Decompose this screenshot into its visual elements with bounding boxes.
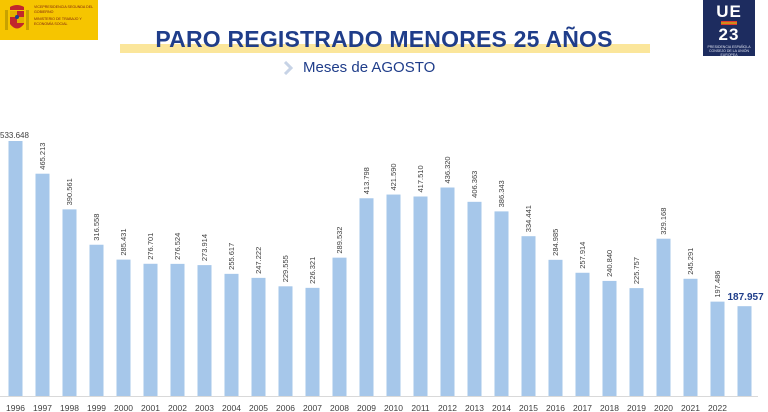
data-label: 245.291	[686, 248, 695, 275]
chart-subtitle: Meses de AGOSTO	[283, 59, 533, 77]
data-label: 413.798	[362, 167, 371, 194]
tick-label: 2000	[114, 403, 133, 412]
data-label: 465.213	[38, 143, 47, 170]
tick-label: 2005	[249, 403, 268, 412]
flag-stripes-icon	[721, 21, 737, 25]
bar-2021	[683, 278, 698, 396]
tick-label: 2015	[519, 403, 538, 412]
bar-2019	[629, 288, 644, 396]
logo-ministerio: VICEPRESIDENCIA SEGUNDA DEL GOBIERNO MIN…	[0, 0, 98, 40]
tick-label: 1998	[60, 403, 79, 412]
bar-2020	[656, 238, 671, 396]
data-label: 276.524	[173, 233, 182, 260]
tick-label: 2010	[384, 403, 403, 412]
tick-label: 2004	[222, 403, 241, 412]
bar-2008	[332, 257, 347, 396]
tick-label: 2001	[141, 403, 160, 412]
data-label: 247.222	[254, 247, 263, 274]
bar-2000	[116, 259, 131, 396]
bar-1996	[8, 141, 23, 396]
bar-last	[737, 306, 752, 396]
chart-title: PARO REGISTRADO MENORES 25 AÑOS	[155, 26, 613, 52]
bar-1997	[35, 173, 50, 396]
data-label: 390.561	[65, 178, 74, 205]
data-label: 226.321	[308, 257, 317, 284]
bar-2006	[278, 286, 293, 396]
logo-ue-caption: PRESIDENCIA ESPAÑOLA CONSEJO DE LA UNIÓN…	[707, 45, 751, 57]
bar-2001	[143, 263, 158, 396]
logo-line-vicepresidencia: VICEPRESIDENCIA SEGUNDA DEL GOBIERNO	[34, 5, 93, 14]
data-label: 255.617	[227, 243, 236, 270]
data-label: 436.320	[443, 156, 452, 183]
bar-1998	[62, 209, 77, 396]
data-label: 421.590	[389, 163, 398, 190]
data-label: 187.957	[728, 292, 765, 303]
bar-2003	[197, 265, 212, 396]
title-highlight	[120, 44, 650, 53]
bar-2005	[251, 277, 266, 396]
tick-label: 2017	[573, 403, 592, 412]
bar-2017	[575, 272, 590, 396]
data-label: 334.441	[524, 205, 533, 232]
tick-label: 1996	[6, 403, 25, 412]
data-label: 285.431	[119, 228, 128, 255]
tick-label: 2012	[438, 403, 457, 412]
subtitle-text: Meses de AGOSTO	[303, 59, 436, 76]
bar-2013	[467, 201, 482, 396]
tick-label: 2002	[168, 403, 187, 412]
tick-label: 2011	[411, 403, 430, 412]
tick-label: 2008	[330, 403, 349, 412]
data-label: 240.840	[605, 250, 614, 277]
tick-label: 1997	[33, 403, 52, 412]
tick-label: 2019	[627, 403, 646, 412]
bar-2016	[548, 259, 563, 396]
data-label: 533.648	[0, 131, 29, 140]
bar-2010	[386, 194, 401, 396]
bar-2015	[521, 236, 536, 396]
bar-2014	[494, 211, 509, 396]
tick-label: 2003	[195, 403, 214, 412]
data-label: 316.558	[92, 214, 101, 241]
bar-2007	[305, 287, 320, 396]
tick-label: 2016	[546, 403, 565, 412]
data-label: 406.363	[470, 171, 479, 198]
tick-label: 2007	[303, 403, 322, 412]
chevron-right-icon	[283, 61, 293, 76]
tick-label: 2018	[600, 403, 619, 412]
tick-label: 2009	[357, 403, 376, 412]
logo-ue-text: UE	[716, 2, 742, 21]
tick-label: 1999	[87, 403, 106, 412]
data-label: 229.555	[281, 255, 290, 282]
data-label: 417.510	[416, 165, 425, 192]
data-label: 386.343	[497, 180, 506, 207]
data-label: 257.914	[578, 242, 587, 269]
data-label: 273.914	[200, 234, 209, 261]
logo-line-ministerio: MINISTERIO DE TRABAJO Y ECONOMÍA SOCIAL	[34, 17, 82, 26]
data-label: 225.757	[632, 257, 641, 284]
data-label: 284.985	[551, 229, 560, 256]
data-label: 329.168	[659, 208, 668, 235]
tick-label: 2006	[276, 403, 295, 412]
tick-label: 2013	[465, 403, 484, 412]
bar-2022	[710, 301, 725, 396]
tick-label: 2014	[492, 403, 511, 412]
bar-2002	[170, 263, 185, 396]
bar-2009	[359, 198, 374, 396]
spain-coat-of-arms-icon	[5, 5, 29, 30]
tick-label: 2021	[681, 403, 700, 412]
logo-23-text: 23	[718, 25, 740, 44]
data-label: 276.701	[146, 233, 155, 260]
logo-presidencia-ue: UE 23 PRESIDENCIA ESPAÑOLA CONSEJO DE LA…	[703, 0, 755, 57]
bar-2011	[413, 196, 428, 396]
data-label: 289.532	[335, 227, 344, 254]
bar-1999	[89, 244, 104, 396]
tick-label: 2022	[708, 403, 727, 412]
tick-label: 2020	[654, 403, 673, 412]
data-label: 197.486	[713, 271, 722, 298]
bar-2018	[602, 280, 617, 396]
bar-2004	[224, 273, 239, 396]
bar-2012	[440, 187, 455, 396]
